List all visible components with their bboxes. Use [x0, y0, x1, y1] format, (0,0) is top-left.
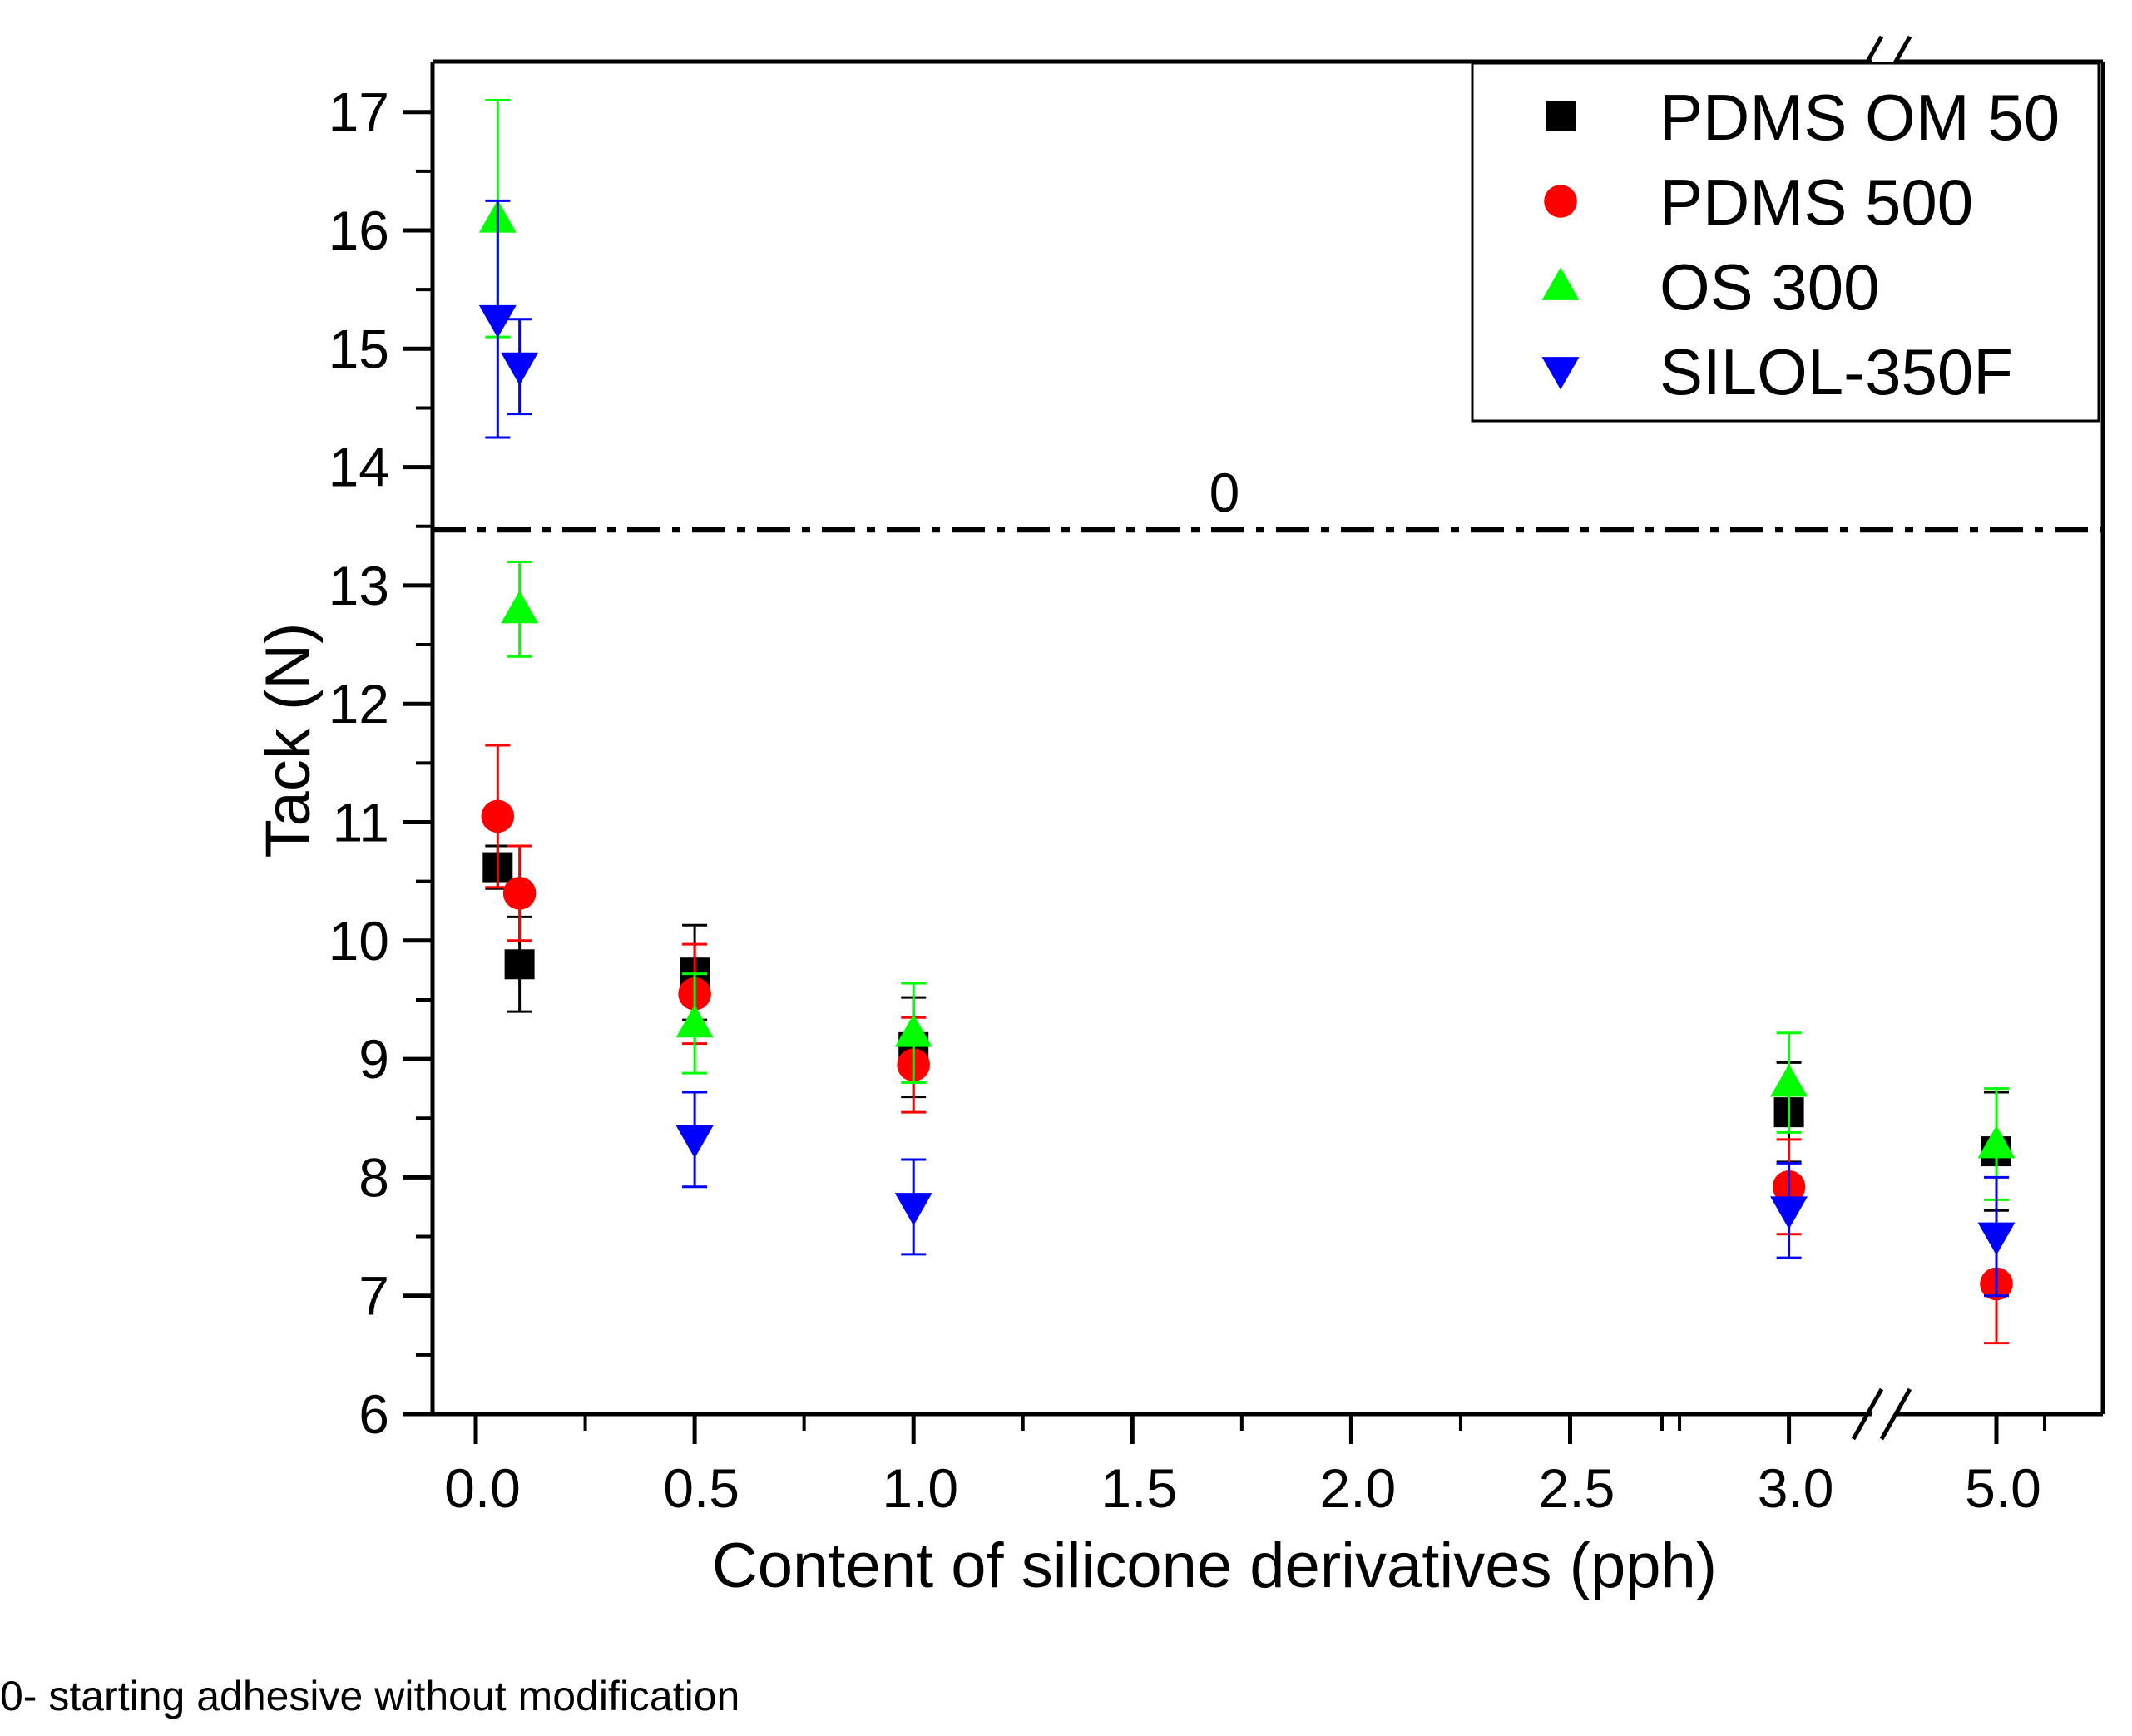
series-pdms-500 — [481, 744, 2013, 1345]
bottom-axis-break — [1851, 1387, 1912, 1441]
axis-break-slash — [1851, 1387, 1884, 1441]
legend-label: PDMS 500 — [1660, 166, 1973, 239]
data-point — [502, 877, 537, 910]
y-tick-label: 16 — [329, 200, 389, 261]
data-point — [1770, 1196, 1808, 1229]
legend-marker — [1546, 101, 1576, 131]
reference-layer: 0 — [433, 462, 2103, 533]
legend: PDMS OM 50 PDMS 500 OS 300 SILOL-350F — [1471, 62, 2100, 423]
data-point — [501, 352, 539, 386]
data-layer — [478, 98, 2016, 1345]
y-tick-label: 14 — [329, 437, 389, 498]
y-tick-label: 10 — [329, 910, 389, 972]
y-tick-label: 8 — [359, 1146, 389, 1208]
legend-marker — [1544, 185, 1577, 218]
data-point — [1977, 1222, 2016, 1256]
x-tick-label: 1.5 — [1101, 1457, 1177, 1519]
data-point — [894, 1014, 932, 1047]
y-tick-label: 6 — [359, 1383, 389, 1445]
y-tick-label: 15 — [329, 318, 389, 379]
x-tick-label: 0.5 — [663, 1457, 740, 1519]
series-silol-350f — [478, 199, 2016, 1298]
y-tick-label: 13 — [329, 555, 389, 616]
legend-item: OS 300 — [1541, 250, 1880, 324]
x-tick-label: 1.0 — [882, 1457, 958, 1519]
x-tick-label: 3.0 — [1758, 1457, 1834, 1519]
x-tick-label: 2.5 — [1539, 1457, 1615, 1519]
legend-item: PDMS 500 — [1544, 166, 1973, 239]
axis-break-gap — [1872, 1407, 1897, 1421]
footnote: 0- starting adhesive without modificatio… — [0, 1673, 740, 1719]
y-tick-label: 12 — [329, 673, 389, 734]
data-point — [481, 799, 515, 833]
data-point — [504, 949, 535, 980]
y-tick-label: 7 — [359, 1265, 389, 1327]
axes: 6 7 8 9 10 11 12 13 14 15 16 17 0.0 0.5 1.0 1.5 2.0 2.5 3.… — [253, 35, 2105, 1601]
x-tick-label: 5.0 — [1965, 1457, 2041, 1519]
legend-label: OS 300 — [1660, 250, 1880, 324]
y-tick-label: 11 — [332, 792, 389, 853]
data-point — [1770, 1064, 1808, 1097]
data-point — [675, 1125, 714, 1159]
legend-item: PDMS OM 50 — [1546, 81, 2060, 154]
series-pdms-om-50 — [482, 844, 2011, 1212]
legend-marker — [1541, 357, 1580, 390]
data-point — [894, 1193, 932, 1226]
y-tick-label: 17 — [329, 82, 389, 143]
data-point — [1977, 1125, 2016, 1159]
legend-marker — [1541, 267, 1580, 300]
legend-label: SILOL-350F — [1660, 335, 2013, 408]
data-point — [501, 590, 539, 624]
legend-label: PDMS OM 50 — [1660, 81, 2060, 154]
y-tick-label: 9 — [359, 1028, 389, 1090]
data-point — [675, 1004, 714, 1038]
reference-line-label: 0 — [1209, 462, 1240, 523]
x-tick-label: 2.0 — [1320, 1457, 1397, 1519]
axis-break-slash — [1879, 1387, 1912, 1441]
data-point — [478, 304, 517, 339]
legend-item: SILOL-350F — [1541, 335, 2013, 408]
x-axis-title: Content of silicone derivatives (pph) — [712, 1531, 1717, 1601]
x-tick-label: 0.0 — [444, 1457, 521, 1519]
y-axis-title: Tack (N) — [253, 623, 324, 858]
